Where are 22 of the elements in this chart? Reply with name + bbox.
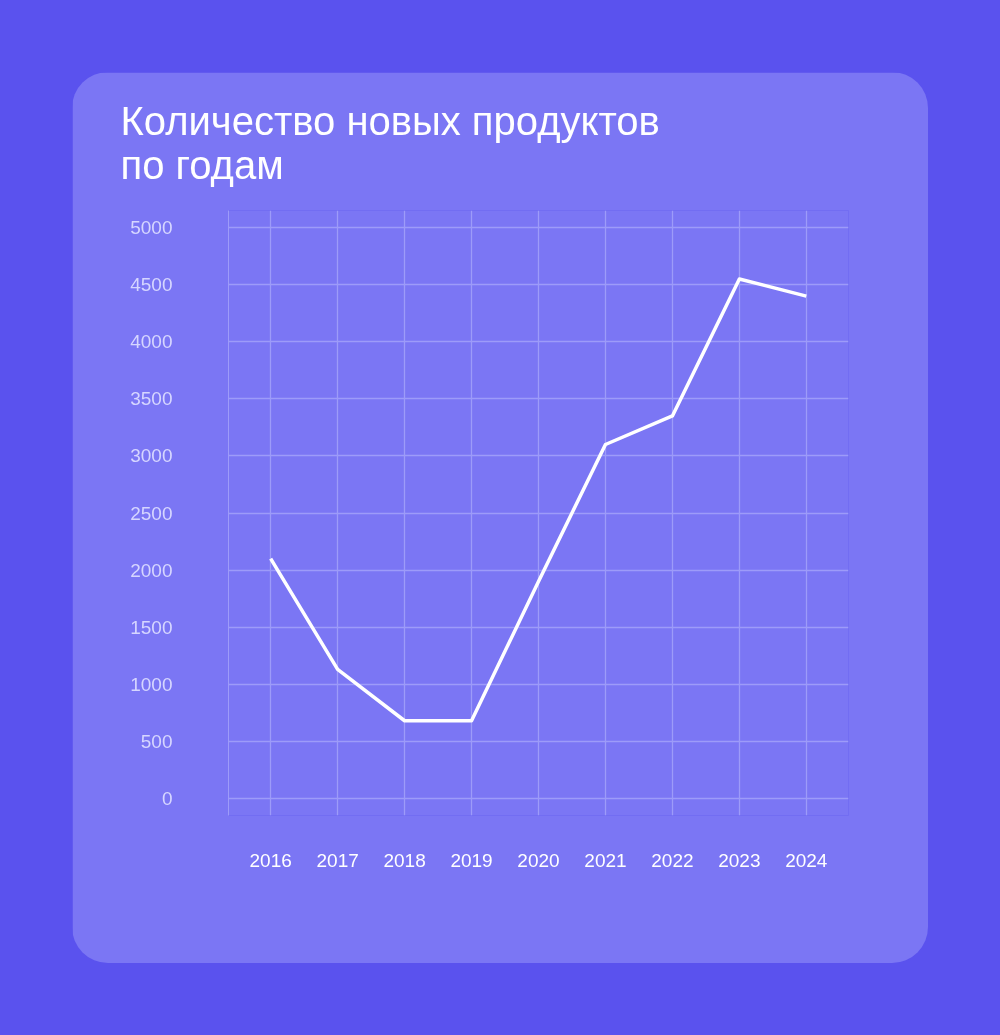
y-tick-label: 0: [161, 787, 173, 809]
x-tick-label: 2023: [718, 849, 761, 871]
y-tick-label: 4500: [130, 274, 173, 296]
y-tick-label: 3500: [130, 388, 173, 410]
y-tick-label: 2500: [130, 502, 173, 524]
y-tick-label: 1000: [130, 673, 173, 695]
y-tick-label: 1500: [130, 616, 173, 638]
line-series: [268, 277, 809, 723]
x-tick-label: 2017: [316, 849, 359, 871]
y-tick-label: 5000: [130, 217, 173, 239]
y-tick-label: 500: [140, 730, 173, 752]
x-tick-label: 2016: [249, 849, 292, 871]
y-tick-label: 4000: [130, 331, 173, 353]
x-tick-label: 2019: [450, 849, 493, 871]
x-tick-label: 2024: [785, 849, 828, 871]
y-tick-label: 3000: [130, 445, 173, 467]
x-tick-label: 2020: [517, 849, 560, 871]
x-tick-label: 2022: [651, 849, 694, 871]
x-tick-label: 2018: [383, 849, 426, 871]
x-tick-label: 2021: [584, 849, 627, 871]
y-tick-label: 2000: [130, 559, 173, 581]
chart-title: Количество новых продуктов по годам: [120, 98, 660, 187]
